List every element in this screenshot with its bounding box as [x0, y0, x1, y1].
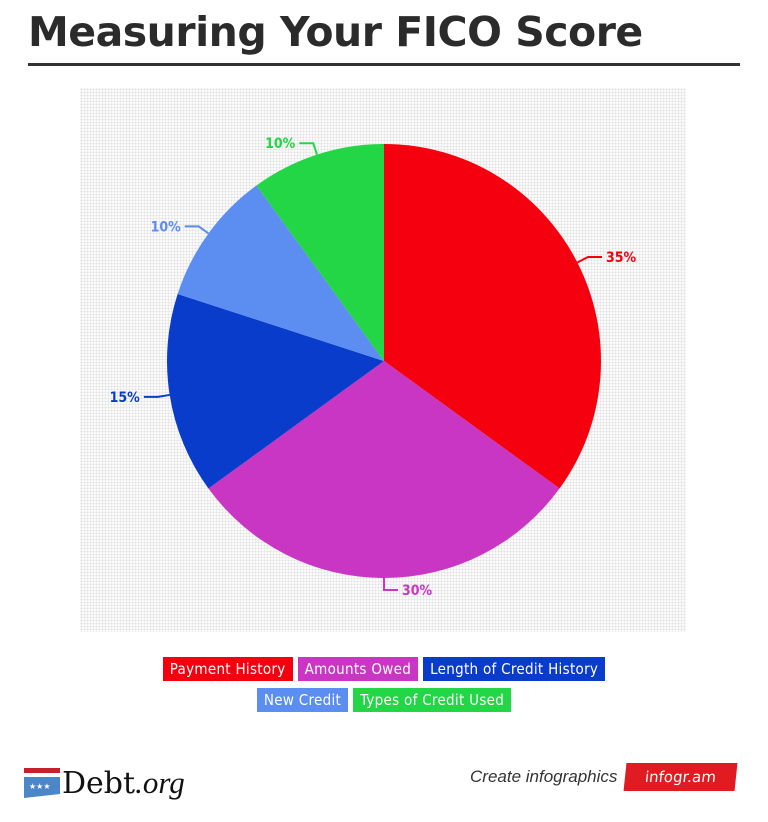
legend-row-2: New Credit Types of Credit Used [0, 688, 768, 712]
legend-new-credit[interactable]: New Credit [256, 688, 349, 712]
pie-slice[interactable] [208, 361, 560, 578]
legend-row-1: Payment History Amounts Owed Length of C… [0, 657, 768, 681]
credit-text: Create infographics [470, 767, 618, 786]
logo-suffix: .org [135, 765, 185, 800]
pie-slice[interactable] [167, 293, 384, 489]
pie-slice[interactable] [256, 144, 384, 361]
data-label: 35% [606, 250, 637, 266]
legend-amounts-owed[interactable]: Amounts Owed [297, 657, 419, 681]
data-label: 10% [265, 136, 296, 152]
pie-chart: 35% 30% 15% 10% 10% [110, 136, 637, 599]
svg-text:★★★: ★★★ [29, 782, 51, 791]
data-label: 10% [151, 219, 182, 235]
legend-length-of-credit-history[interactable]: Length of Credit History [423, 657, 606, 681]
legend-types-of-credit-used[interactable]: Types of Credit Used [353, 688, 512, 712]
legend-payment-history[interactable]: Payment History [162, 657, 293, 681]
data-label: 15% [110, 390, 141, 406]
leader-line [184, 225, 210, 235]
pie-slice[interactable] [177, 185, 384, 361]
page-title: Measuring Your FICO Score [28, 8, 643, 56]
leader-line [576, 256, 603, 264]
leader-line [383, 578, 398, 591]
leader-line [143, 393, 170, 398]
pie-slice[interactable] [384, 144, 601, 489]
title-divider [28, 63, 740, 66]
infogram-badge[interactable]: infogr.am [623, 763, 738, 791]
flag-icon: ★★★ [24, 768, 60, 798]
debt-org-logo[interactable]: ★★★ Debt.org [24, 765, 185, 801]
data-label: 30% [402, 583, 433, 599]
logo-text: Debt [62, 766, 136, 801]
leader-line [299, 142, 318, 155]
infogram-credit[interactable]: Create infographics infogr.am [470, 763, 738, 791]
